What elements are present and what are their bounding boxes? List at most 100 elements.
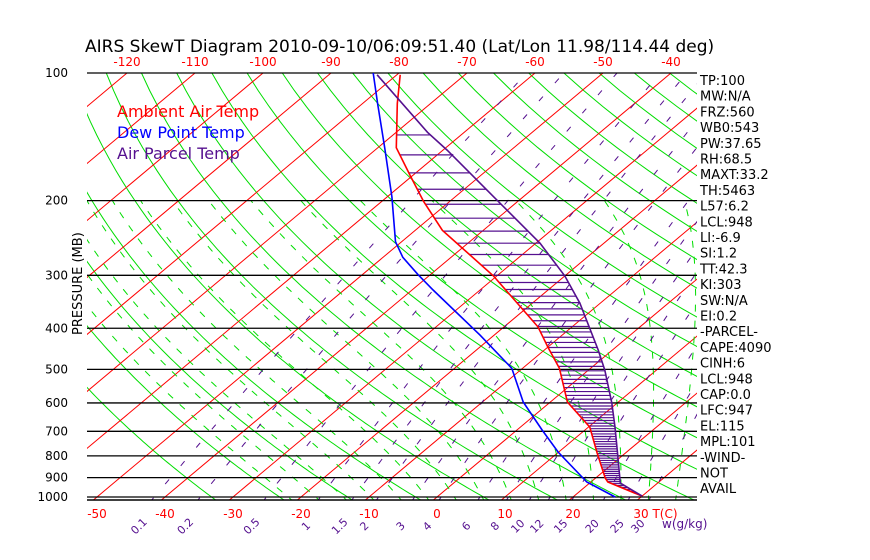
mixing-ratio-tick-label: 0.5 — [241, 516, 263, 538]
stat-line: TH:5463 — [699, 184, 755, 199]
dry-adiabat — [141, 73, 627, 500]
bottom-temp-tick-label: -20 — [291, 507, 311, 521]
isotherm — [87, 73, 196, 165]
pressure-tick-label: 900 — [45, 471, 68, 485]
stat-line: TP:100 — [699, 74, 745, 89]
isotherm — [87, 73, 332, 279]
mixing-ratio-tick-label: 0.2 — [175, 516, 197, 538]
legend: Ambient Air Temp Dew Point Temp Air Parc… — [117, 102, 259, 163]
isotherm — [87, 73, 264, 222]
dry-adiabat — [775, 73, 870, 502]
pressure-tick-label: 600 — [45, 396, 68, 410]
dry-adiabat — [87, 325, 285, 500]
stats-panel: TP:100MW:N/AFRZ:560WB0:543PW:37.65RH:68.… — [699, 74, 772, 497]
dry-adiabat — [387, 73, 697, 318]
mixing-ratio-tick-label: 1.5 — [329, 516, 351, 538]
profiles — [372, 73, 643, 498]
dry-adiabat — [87, 386, 217, 500]
stat-line: AVAIL — [700, 482, 737, 497]
mixing-ratio-tick-label: 1 — [299, 519, 313, 533]
bottom-temp-tick-label: -50 — [87, 507, 107, 521]
mixing-ratio-tick-label: 4 — [420, 519, 434, 533]
moist-adiabat — [87, 304, 293, 500]
stat-line: RH:68.5 — [700, 153, 752, 168]
stat-line: PW:37.65 — [700, 137, 762, 152]
moist-adiabat — [250, 200, 512, 500]
legend-parcel: Air Parcel Temp — [117, 144, 240, 163]
stat-line: LCL:948 — [700, 215, 753, 230]
mixing-ratio-tick-label: 20 — [583, 517, 602, 536]
isotherm — [432, 278, 697, 500]
y-axis-label: PRESSURE (MB) — [71, 232, 86, 335]
bottom-temp-tick-label: 10 — [497, 507, 512, 521]
dry-adiabat — [317, 73, 697, 378]
dry-adiabat — [87, 260, 354, 500]
top-temp-tick-label: -120 — [113, 55, 140, 69]
stat-line: -PARCEL- — [700, 325, 758, 340]
legend-ambient: Ambient Air Temp — [117, 102, 259, 121]
stat-line: SW:N/A — [700, 294, 748, 309]
legend-dewpoint: Dew Point Temp — [117, 123, 245, 142]
stat-line: NOT — [700, 467, 728, 482]
dry-adiabat — [457, 73, 697, 261]
dry-adiabat — [211, 73, 697, 470]
pressure-tick-label: 700 — [45, 424, 68, 438]
mixing-ratio-line — [547, 271, 697, 500]
mixing-ratio-unit: w(g/kg) — [662, 517, 707, 531]
top-temp-tick-label: -100 — [249, 55, 276, 69]
mixing-ratio-tick-label: 0.1 — [128, 516, 150, 538]
bottom-temp-tick-label: -40 — [155, 507, 175, 521]
dry-adiabat — [87, 191, 422, 500]
stat-line: LI:-6.9 — [700, 231, 741, 246]
stat-line: -WIND- — [700, 451, 746, 466]
mixing-ratio-line — [438, 146, 697, 500]
pressure-tick-label: 800 — [45, 449, 68, 463]
mixing-ratio-tick-label: 25 — [608, 517, 627, 536]
stat-line: MAXT:33.2 — [700, 168, 769, 183]
stat-line: EL:115 — [700, 419, 745, 434]
top-temp-tick-label: -110 — [181, 55, 208, 69]
stat-line: CAP:0.0 — [700, 388, 751, 403]
stat-line: EI:0.2 — [700, 310, 737, 325]
moist-adiabat — [111, 200, 402, 500]
pressure-tick-label: 300 — [45, 268, 68, 282]
pressure-tick-label: 100 — [45, 66, 68, 80]
mixing-ratio-line — [477, 188, 697, 500]
moist-adiabat — [300, 200, 540, 500]
bottom-temp-tick-label: 0 — [433, 507, 441, 521]
bottom-temp-tick-label: 30 — [633, 507, 648, 521]
mixing-ratio-line — [317, 73, 661, 500]
mixing-ratio-tick-label: 2 — [357, 519, 371, 533]
stat-line: CINH:6 — [700, 357, 745, 372]
stat-line: FRZ:560 — [700, 105, 755, 120]
pressure-tick-label: 400 — [45, 321, 68, 335]
top-temp-tick-label: -40 — [661, 55, 681, 69]
moist-adiabat — [208, 200, 485, 500]
temp-axis-unit: T(C) — [651, 507, 677, 521]
stat-line: MW:N/A — [700, 90, 751, 105]
top-temp-tick-label: -80 — [389, 55, 409, 69]
mixing-ratio-tick-label: 12 — [527, 517, 546, 536]
stat-line: L57:6.2 — [700, 200, 749, 215]
moist-adiabat — [360, 200, 567, 500]
stat-line: TT:42.3 — [699, 262, 748, 277]
background-lines — [87, 73, 870, 502]
stat-line: SI:1.2 — [700, 247, 737, 262]
moist-adiabat — [603, 200, 655, 500]
isotherm — [87, 73, 536, 450]
bottom-temp-tick-label: 20 — [565, 507, 580, 521]
moist-adiabat — [87, 273, 320, 500]
mixing-ratio-tick-label: 6 — [459, 519, 473, 533]
series-line-ambient-air-temp — [395, 74, 643, 497]
isotherm — [87, 73, 468, 393]
top-temp-tick-label: -50 — [593, 55, 613, 69]
mixing-ratio-line — [375, 83, 697, 500]
moist-adiabat — [431, 200, 595, 500]
stat-line: LCL:948 — [700, 372, 753, 387]
pressure-tick-label: 1000 — [37, 490, 68, 504]
stat-line: KI:303 — [700, 278, 742, 293]
dry-adiabat — [352, 73, 697, 348]
top-temp-tick-label: -70 — [457, 55, 477, 69]
mixing-ratio-line — [197, 73, 565, 500]
bottom-temp-tick-label: -10 — [359, 507, 379, 521]
